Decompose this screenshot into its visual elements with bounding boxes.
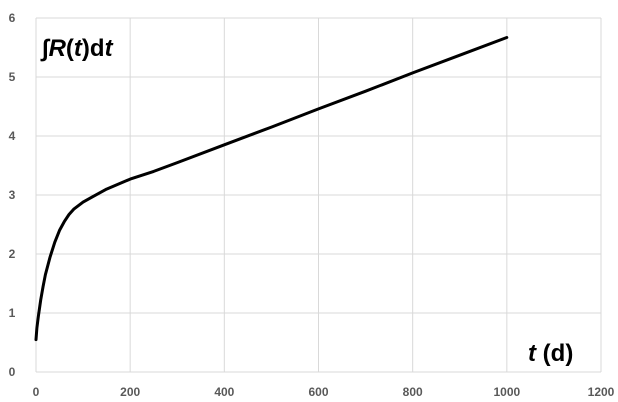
- y-axis-label: ∫R(t)dt: [40, 35, 114, 62]
- y-tick-label: 3: [9, 188, 16, 202]
- x-tick-label: 200: [120, 385, 140, 399]
- y-tick-label: 6: [9, 11, 16, 25]
- x-tick-label: 600: [308, 385, 328, 399]
- y-tick-labels: 0 1 2 3 4 5 6: [9, 11, 16, 379]
- y-tick-label: 2: [9, 247, 16, 261]
- x-tick-labels: 0 200 400 600 800 1000 1200: [33, 385, 615, 399]
- x-tick-label: 1000: [493, 385, 520, 399]
- x-tick-label: 800: [403, 385, 423, 399]
- x-axis-label: t (d): [528, 340, 573, 367]
- y-tick-label: 5: [9, 70, 16, 84]
- y-tick-label: 0: [9, 365, 16, 379]
- x-tick-label: 400: [214, 385, 234, 399]
- x-tick-label: 0: [33, 385, 40, 399]
- series-line: [34, 36, 509, 342]
- y-tick-label: 1: [9, 306, 16, 320]
- grid: [35, 17, 602, 373]
- y-tick-label: 4: [9, 129, 16, 143]
- series-layer: [34, 36, 509, 342]
- x-tick-label: 1200: [588, 385, 615, 399]
